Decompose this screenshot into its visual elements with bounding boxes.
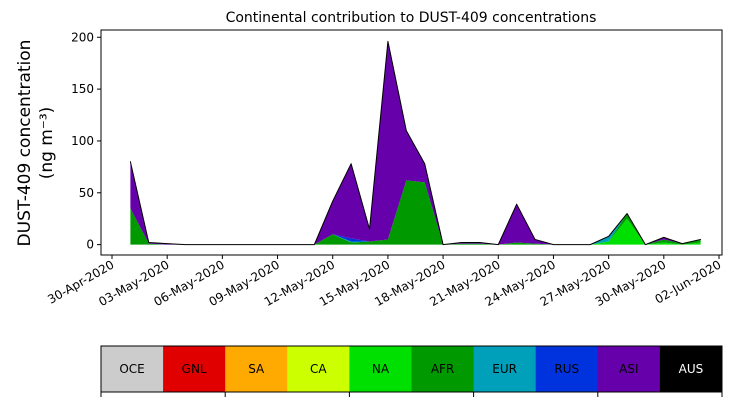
y-axis-label: DUST-409 concentration — [15, 40, 35, 247]
y-axis-label: (ng m⁻³) — [37, 107, 57, 180]
y-tick-label: 0 — [86, 238, 94, 252]
y-tick-label: 200 — [71, 30, 94, 44]
legend-label: CA — [310, 362, 327, 376]
legend-swatch — [411, 346, 475, 392]
y-tick-label: 100 — [71, 134, 94, 148]
legend-swatch — [225, 346, 288, 392]
y-tick-label: 50 — [79, 186, 94, 200]
legend-swatch — [101, 346, 164, 392]
legend-label: AFR — [431, 362, 454, 376]
y-tick-label: 150 — [71, 82, 94, 96]
legend-label: GNL — [182, 362, 207, 376]
legend-label: ASI — [619, 362, 638, 376]
axes-frame — [100, 29, 723, 256]
legend-swatch — [287, 346, 350, 392]
legend-frame — [100, 345, 723, 393]
legend-swatch — [163, 346, 226, 392]
legend-label: NA — [372, 362, 390, 376]
legend-label: OCE — [119, 362, 144, 376]
area — [130, 180, 701, 245]
legend-swatch — [535, 346, 599, 392]
legend-label: AUS — [679, 362, 704, 376]
area — [129, 40, 702, 246]
legend-swatch — [659, 346, 723, 392]
legend-label: RUS — [554, 362, 579, 376]
legend-label: SA — [248, 362, 265, 376]
legend-label: EUR — [492, 362, 517, 376]
chart-title: Continental contribution to DUST-409 con… — [226, 10, 597, 26]
legend-swatch — [473, 346, 537, 392]
legend-swatch — [349, 346, 412, 392]
legend-swatch — [597, 346, 661, 392]
